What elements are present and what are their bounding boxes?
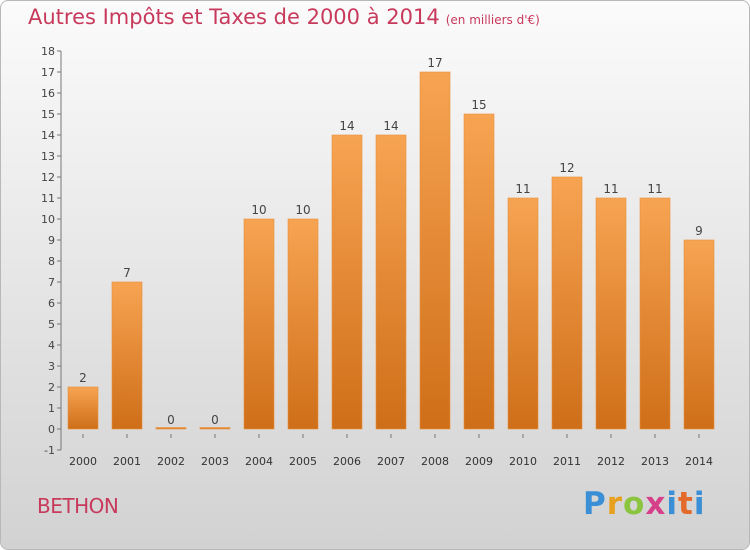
y-tick-label: 14	[41, 129, 55, 142]
y-tick-label: 6	[48, 297, 55, 310]
x-tick-label: 2010	[509, 455, 537, 468]
data-label: 17	[427, 56, 442, 70]
bar	[243, 218, 275, 430]
x-tick-label: 2011	[553, 455, 581, 468]
bar	[595, 197, 627, 430]
bar	[199, 427, 231, 430]
logo-letter: t	[677, 486, 694, 522]
y-tick-label: 15	[41, 108, 55, 121]
x-tick-label: 2009	[465, 455, 493, 468]
bar	[331, 134, 363, 430]
bar	[683, 239, 715, 430]
data-label: 14	[339, 119, 354, 133]
x-tick-label: 2002	[157, 455, 185, 468]
data-label: 10	[295, 203, 310, 217]
y-tick-label: 4	[48, 339, 55, 352]
x-tick-label: 2001	[113, 455, 141, 468]
proxiti-logo: Proxiti	[583, 486, 705, 522]
y-tick-label: 13	[41, 150, 55, 163]
logo-letter: r	[606, 486, 624, 522]
y-tick-label: 11	[41, 192, 55, 205]
bar	[419, 71, 451, 430]
bar	[639, 197, 671, 430]
x-tick-label: 2014	[685, 455, 713, 468]
logo-letter: i	[693, 486, 706, 522]
logo-letter: o	[623, 486, 646, 522]
y-tick-label: 12	[41, 171, 55, 184]
bar	[507, 197, 539, 430]
y-tick-label: 7	[48, 276, 55, 289]
y-tick-label: 5	[48, 318, 55, 331]
data-label: 12	[559, 161, 574, 175]
bar	[463, 113, 495, 430]
data-label: 0	[167, 413, 175, 427]
data-label: 0	[211, 413, 219, 427]
data-label: 9	[695, 224, 703, 238]
unit-label: (en milliers d'€)	[445, 13, 540, 27]
data-label: 11	[603, 182, 618, 196]
logo-letter: P	[583, 486, 607, 522]
x-tick-label: 2006	[333, 455, 361, 468]
bar	[155, 427, 187, 430]
x-tick-label: 2012	[597, 455, 625, 468]
data-label: 11	[647, 182, 662, 196]
x-tick-label: 2003	[201, 455, 229, 468]
x-tick-label: 2007	[377, 455, 405, 468]
y-tick-label: 18	[41, 45, 55, 58]
title-text: Autres Impôts et Taxes de 2000 à 2014	[28, 5, 440, 29]
y-tick-label: 17	[41, 66, 55, 79]
bar	[375, 134, 407, 430]
y-tick-label: 9	[48, 234, 55, 247]
x-tick-label: 2008	[421, 455, 449, 468]
y-tick-label: 1	[48, 402, 55, 415]
commune-name: BETHON	[37, 494, 119, 518]
x-tick-label: 2004	[245, 455, 273, 468]
y-tick-label: 16	[41, 87, 55, 100]
bars	[67, 71, 715, 430]
x-tick-label: 2013	[641, 455, 669, 468]
data-labels: 2 7 0 0 10 10 14 14 17 15 11 12 11 11 9	[79, 56, 703, 427]
data-label: 15	[471, 98, 486, 112]
y-tick-label: 2	[48, 381, 55, 394]
logo-letter: i	[666, 486, 678, 522]
bar	[287, 218, 319, 430]
x-tick-label: 2000	[69, 455, 97, 468]
data-label: 10	[251, 203, 266, 217]
bar	[111, 281, 143, 430]
y-tick-label: 3	[48, 360, 55, 373]
chart-title: Autres Impôts et Taxes de 2000 à 2014 (en…	[28, 5, 540, 29]
data-label: 7	[123, 266, 131, 280]
data-label: 11	[515, 182, 530, 196]
logo-letter: x	[645, 486, 667, 522]
y-tick-label: 10	[41, 213, 55, 226]
data-label: 14	[383, 119, 398, 133]
bar	[67, 386, 99, 430]
x-tick-label: 2005	[289, 455, 317, 468]
y-tick-label: 0	[48, 423, 55, 436]
data-label: 2	[79, 371, 87, 385]
y-tick-label: -1	[44, 444, 55, 457]
bar	[551, 176, 583, 430]
y-tick-label: 8	[48, 255, 55, 268]
